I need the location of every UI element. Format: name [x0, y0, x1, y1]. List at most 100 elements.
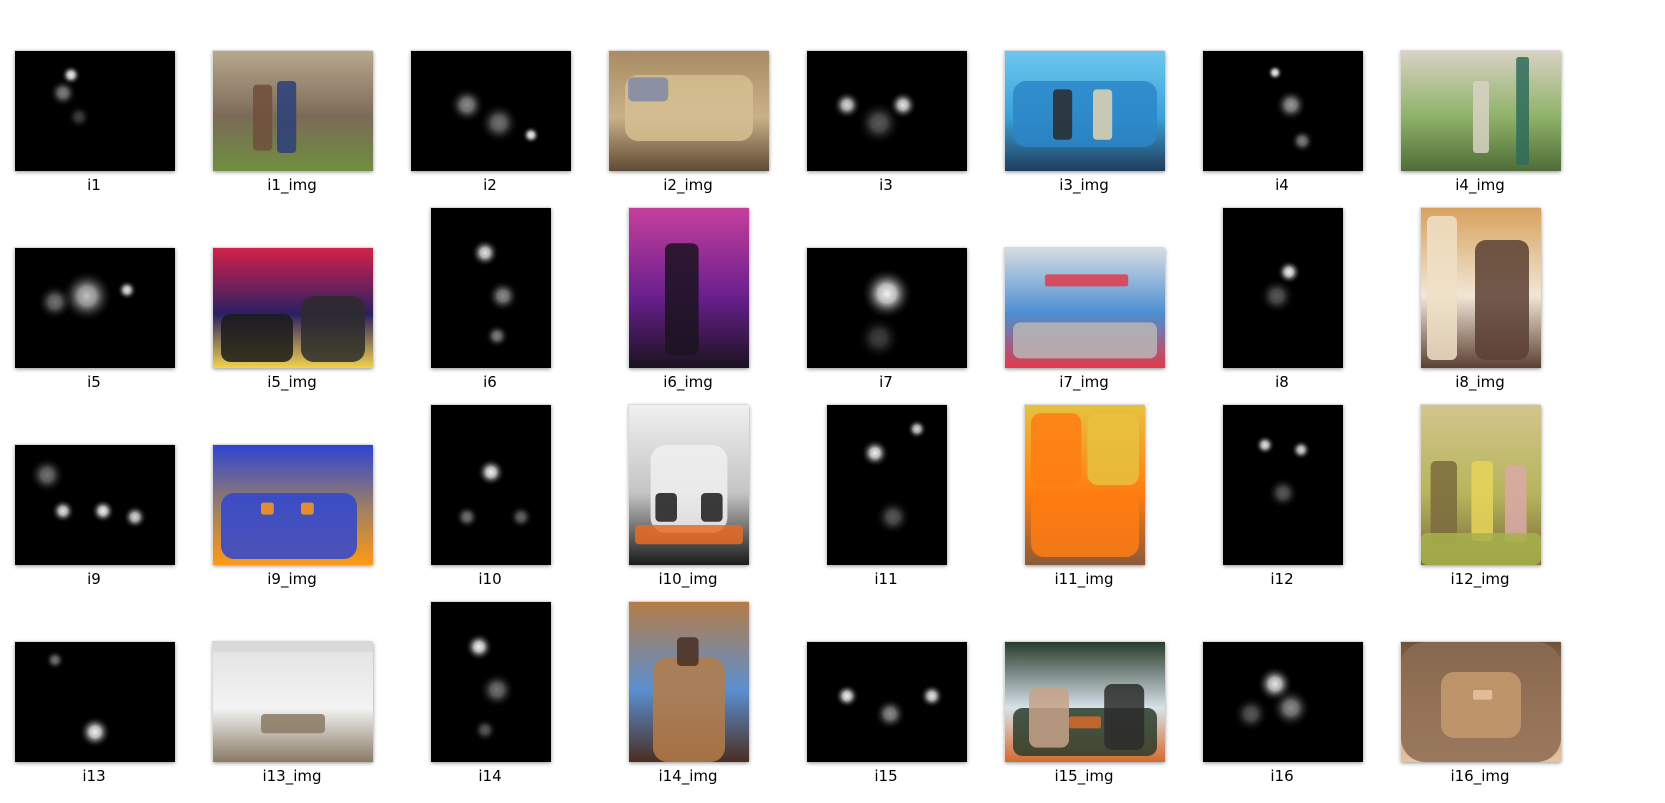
file-tile[interactable]: i16_img	[1375, 601, 1585, 791]
file-tile[interactable]: i11_img	[979, 404, 1189, 594]
saliency-hotspot	[67, 105, 91, 129]
photo-thumbnail[interactable]	[608, 50, 769, 171]
thumbnail-frame[interactable]	[0, 404, 199, 565]
thumbnail-frame[interactable]	[385, 10, 595, 171]
file-tile[interactable]: i9_img	[187, 404, 397, 594]
file-tile[interactable]: i1_img	[187, 10, 397, 200]
file-tile[interactable]: i4	[1177, 10, 1387, 200]
file-tile[interactable]: i13_img	[187, 601, 397, 791]
file-tile[interactable]: i14_img	[583, 601, 793, 791]
saliency-thumbnail[interactable]	[14, 641, 175, 762]
thumbnail-frame[interactable]	[385, 601, 595, 762]
file-tile[interactable]: i2	[385, 10, 595, 200]
thumbnail-frame[interactable]	[1375, 10, 1585, 171]
photo-thumbnail[interactable]	[212, 50, 373, 171]
saliency-thumbnail[interactable]	[410, 50, 571, 171]
file-tile[interactable]: i15_img	[979, 601, 1189, 791]
file-tile[interactable]: i14	[385, 601, 595, 791]
saliency-thumbnail[interactable]	[806, 50, 967, 171]
file-tile[interactable]: i15	[781, 601, 991, 791]
file-tile[interactable]: i13	[0, 601, 199, 791]
photo-thumbnail[interactable]	[212, 247, 373, 368]
photo-thumbnail[interactable]	[1420, 207, 1541, 368]
saliency-thumbnail[interactable]	[430, 601, 551, 762]
file-tile[interactable]: i8_img	[1375, 207, 1585, 397]
photo-thumbnail[interactable]	[628, 601, 749, 762]
saliency-thumbnail[interactable]	[826, 404, 947, 565]
thumbnail-frame[interactable]	[583, 404, 793, 565]
file-tile[interactable]: i12	[1177, 404, 1387, 594]
photo-thumbnail-image	[213, 642, 373, 762]
file-name-label: i8	[1275, 373, 1289, 391]
saliency-thumbnail[interactable]	[14, 247, 175, 368]
photo-thumbnail[interactable]	[1420, 404, 1541, 565]
file-tile[interactable]: i6_img	[583, 207, 793, 397]
file-tile[interactable]: i3_img	[979, 10, 1189, 200]
photo-thumbnail[interactable]	[1004, 247, 1165, 368]
file-tile[interactable]: i10_img	[583, 404, 793, 594]
thumbnail-frame[interactable]	[187, 404, 397, 565]
file-tile[interactable]: i3	[781, 10, 991, 200]
thumbnail-frame[interactable]	[583, 601, 793, 762]
saliency-thumbnail[interactable]	[1202, 641, 1363, 762]
thumbnail-frame[interactable]	[583, 10, 793, 171]
photo-thumbnail[interactable]	[628, 404, 749, 565]
thumbnail-frame[interactable]	[979, 404, 1189, 565]
file-tile[interactable]: i2_img	[583, 10, 793, 200]
photo-thumbnail[interactable]	[212, 641, 373, 762]
thumbnail-frame[interactable]	[0, 207, 199, 368]
photo-thumbnail[interactable]	[1004, 50, 1165, 171]
thumbnail-frame[interactable]	[1375, 404, 1585, 565]
saliency-thumbnail[interactable]	[1222, 207, 1343, 368]
file-tile[interactable]: i4_img	[1375, 10, 1585, 200]
saliency-thumbnail[interactable]	[806, 641, 967, 762]
photo-thumbnail[interactable]	[1400, 641, 1561, 762]
thumbnail-frame[interactable]	[781, 207, 991, 368]
thumbnail-frame[interactable]	[1177, 10, 1387, 171]
file-tile[interactable]: i5	[0, 207, 199, 397]
saliency-hotspot	[1259, 278, 1295, 314]
photo-thumbnail[interactable]	[1024, 404, 1145, 565]
thumbnail-frame[interactable]	[1177, 601, 1387, 762]
saliency-thumbnail[interactable]	[430, 207, 551, 368]
file-tile[interactable]: i7_img	[979, 207, 1189, 397]
thumbnail-frame[interactable]	[1375, 601, 1585, 762]
thumbnail-frame[interactable]	[781, 404, 991, 565]
thumbnail-frame[interactable]	[187, 207, 397, 368]
file-tile[interactable]: i1	[0, 10, 199, 200]
photo-thumbnail[interactable]	[628, 207, 749, 368]
thumbnail-frame[interactable]	[385, 404, 595, 565]
file-tile[interactable]: i5_img	[187, 207, 397, 397]
file-tile[interactable]: i9	[0, 404, 199, 594]
thumbnail-frame[interactable]	[187, 601, 397, 762]
thumbnail-frame[interactable]	[0, 10, 199, 171]
file-tile[interactable]: i16	[1177, 601, 1387, 791]
saliency-thumbnail[interactable]	[14, 444, 175, 565]
photo-thumbnail[interactable]	[212, 444, 373, 565]
thumbnail-frame[interactable]	[385, 207, 595, 368]
thumbnail-frame[interactable]	[583, 207, 793, 368]
file-tile[interactable]: i10	[385, 404, 595, 594]
saliency-thumbnail[interactable]	[430, 404, 551, 565]
thumbnail-frame[interactable]	[781, 10, 991, 171]
file-tile[interactable]: i12_img	[1375, 404, 1585, 594]
saliency-thumbnail[interactable]	[14, 50, 175, 171]
thumbnail-frame[interactable]	[0, 601, 199, 762]
saliency-thumbnail[interactable]	[806, 247, 967, 368]
thumbnail-frame[interactable]	[1177, 207, 1387, 368]
file-tile[interactable]: i7	[781, 207, 991, 397]
thumbnail-frame[interactable]	[781, 601, 991, 762]
thumbnail-frame[interactable]	[1375, 207, 1585, 368]
file-tile[interactable]: i8	[1177, 207, 1387, 397]
file-tile[interactable]: i6	[385, 207, 595, 397]
thumbnail-frame[interactable]	[979, 207, 1189, 368]
thumbnail-frame[interactable]	[979, 10, 1189, 171]
thumbnail-frame[interactable]	[979, 601, 1189, 762]
file-tile[interactable]: i11	[781, 404, 991, 594]
thumbnail-frame[interactable]	[1177, 404, 1387, 565]
photo-thumbnail[interactable]	[1400, 50, 1561, 171]
photo-thumbnail[interactable]	[1004, 641, 1165, 762]
saliency-thumbnail[interactable]	[1222, 404, 1343, 565]
saliency-thumbnail[interactable]	[1202, 50, 1363, 171]
thumbnail-frame[interactable]	[187, 10, 397, 171]
